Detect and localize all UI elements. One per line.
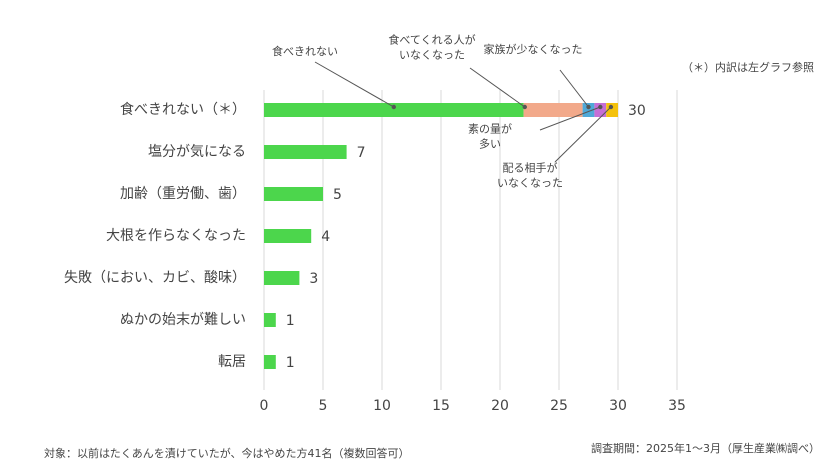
leader-line <box>539 106 601 131</box>
total-label: 1 <box>286 355 295 371</box>
leader-line <box>559 69 589 108</box>
bar-segment <box>264 103 524 117</box>
bar-segment <box>264 313 276 327</box>
leader-dot <box>391 104 396 110</box>
leader-dot <box>598 104 603 110</box>
x-tick-label: 35 <box>668 398 686 414</box>
x-tick-label: 30 <box>609 398 627 414</box>
leader-line <box>554 106 612 163</box>
y-tick-label: 転居 <box>218 354 246 370</box>
total-label: 30 <box>628 103 646 119</box>
segment-annotation: 食べきれない <box>272 44 338 58</box>
note: （＊）内訳は左グラフ参照 <box>682 60 814 74</box>
y-tick-label: ぬかの始末が難しい <box>120 312 246 328</box>
y-tick-label: 失敗（におい、カビ、酸味） <box>64 270 246 286</box>
total-label: 7 <box>357 145 366 161</box>
bar-segment <box>606 103 618 117</box>
leader-dot <box>586 104 591 110</box>
total-label: 4 <box>321 229 330 245</box>
leader-line <box>314 61 395 108</box>
bar-segment <box>264 187 323 201</box>
total-label: 1 <box>286 313 295 329</box>
y-tick-label: 塩分が気になる <box>148 144 246 160</box>
bar-segment <box>264 271 300 285</box>
x-tick-label: 15 <box>432 398 450 414</box>
bar-segment <box>264 145 347 159</box>
total-label: 3 <box>309 271 318 287</box>
leader-dot <box>608 104 614 110</box>
segment-annotation: 素の量が多い <box>468 122 512 151</box>
x-tick-label: 10 <box>373 398 391 414</box>
segment-annotation: 配る相手がいなくなった <box>497 161 563 190</box>
x-tick-label: 20 <box>491 398 509 414</box>
bar-segment <box>582 103 595 117</box>
bar-segment <box>264 355 276 369</box>
total-label: 5 <box>333 187 342 203</box>
segment-annotation: 食べてくれる人がいなくなった <box>388 33 475 62</box>
bar-segment <box>264 229 312 243</box>
y-tick-label: 加齢（重労働、歯） <box>120 186 246 202</box>
leader-line <box>469 67 526 108</box>
segment-annotation: 家族が少なくなった <box>484 42 583 56</box>
footer: 対象：以前はたくあんを漬けていたが、今はやめた方41名（複数回答可） <box>44 446 410 460</box>
source: 調査期間：2025年1～3月（厚生産業㈱調べ） <box>591 441 820 455</box>
x-tick-label: 25 <box>550 398 568 414</box>
x-tick-label: 0 <box>260 398 269 414</box>
y-tick-label: 大根を作らなくなった <box>106 228 246 244</box>
y-tick-label: 食べきれない（＊） <box>120 101 246 118</box>
bar-segment <box>594 103 607 117</box>
bar-segment <box>523 103 583 117</box>
leader-dot <box>522 104 527 110</box>
x-tick-label: 5 <box>319 398 328 414</box>
